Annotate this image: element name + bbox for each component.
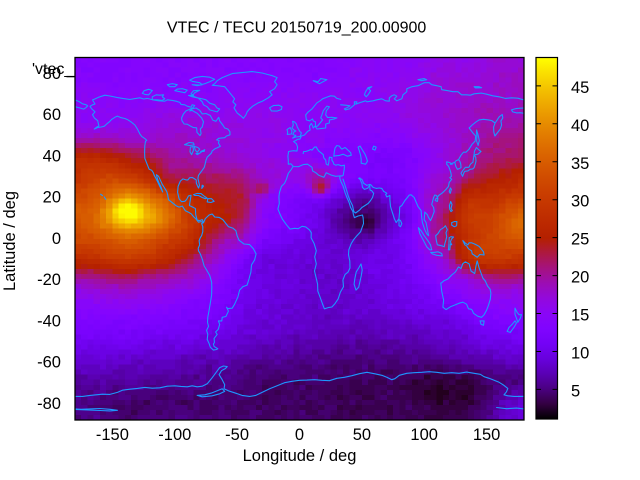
svg-text:10: 10	[571, 345, 589, 363]
svg-text:60: 60	[43, 106, 61, 124]
svg-text:-20: -20	[37, 271, 61, 289]
svg-text:40: 40	[43, 147, 61, 165]
svg-text:80: 80	[43, 65, 61, 83]
svg-text:5: 5	[571, 382, 580, 400]
svg-text:50: 50	[353, 426, 371, 444]
svg-text:45: 45	[571, 79, 589, 97]
svg-text:0: 0	[52, 230, 61, 248]
svg-text:Longitude / deg: Longitude / deg	[243, 447, 357, 465]
svg-text:40: 40	[571, 117, 589, 135]
svg-text:20: 20	[43, 189, 61, 207]
svg-text:100: 100	[410, 426, 438, 444]
svg-text:150: 150	[473, 426, 501, 444]
svg-text:-100: -100	[158, 426, 191, 444]
svg-text:-50: -50	[225, 426, 249, 444]
svg-text:15: 15	[571, 307, 589, 325]
svg-text:'vtec_: 'vtec_	[32, 61, 74, 78]
svg-text:35: 35	[571, 155, 589, 173]
svg-text:-80: -80	[37, 395, 61, 413]
svg-text:30: 30	[571, 193, 589, 211]
svg-text:-150: -150	[96, 426, 129, 444]
svg-text:0: 0	[295, 426, 304, 444]
svg-text:-60: -60	[37, 354, 61, 372]
svg-text:20: 20	[571, 269, 589, 287]
svg-text:VTEC / TECU 20150719_200.00900: VTEC / TECU 20150719_200.00900	[167, 20, 427, 37]
svg-text:-40: -40	[37, 312, 61, 330]
svg-text:25: 25	[571, 231, 589, 249]
svg-text:Latitude / deg: Latitude / deg	[1, 191, 19, 291]
